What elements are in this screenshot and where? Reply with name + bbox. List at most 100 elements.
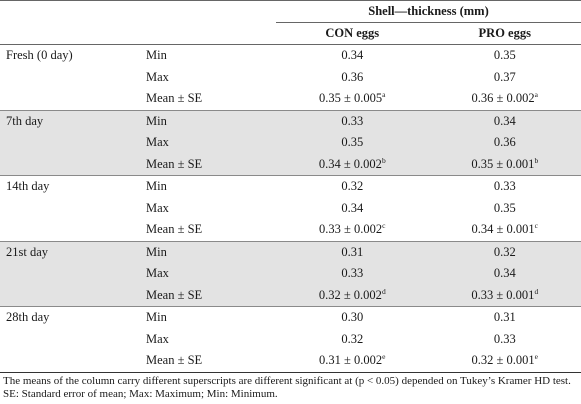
stat-cell: Max bbox=[146, 331, 169, 346]
pro-value: 0.31 bbox=[493, 310, 516, 325]
con-value: 0.33 bbox=[341, 113, 364, 128]
con-superscript: b bbox=[381, 155, 386, 165]
day-cell bbox=[0, 284, 146, 307]
stat-cell: Max bbox=[146, 69, 169, 84]
header-blank-4 bbox=[146, 22, 276, 45]
pro-value-cell: 0.35 bbox=[429, 45, 581, 67]
stat-cell: Min bbox=[146, 241, 276, 263]
pro-value-cell: 0.33 ± 0.001d bbox=[428, 284, 581, 307]
con-value-cell: 0.31 ± 0.002e bbox=[276, 350, 429, 373]
stat-cell: Mean ± SE bbox=[146, 88, 276, 111]
pro-value: 0.33 bbox=[493, 179, 516, 194]
con-value: 0.36 bbox=[341, 69, 364, 84]
stat-cell: Min bbox=[146, 310, 167, 325]
con-value-cell: 0.31 bbox=[276, 241, 429, 263]
stat-cell: Mean ± SE bbox=[146, 284, 276, 307]
table-row: Max 0.33 0.34 bbox=[0, 263, 581, 285]
table-row: Mean ± SE 0.31 ± 0.002e 0.32 ± 0.001e bbox=[0, 350, 581, 373]
shell-thickness-table: Shell—thickness (mm) CON eggs PRO eggs F… bbox=[0, 0, 581, 373]
con-value-cell: 0.33 ± 0.002c bbox=[276, 219, 429, 242]
stat-cell: Min bbox=[146, 48, 167, 63]
table-row: Mean ± SE 0.32 ± 0.002d 0.33 ± 0.001d bbox=[0, 284, 581, 307]
header-blank-1 bbox=[0, 0, 146, 23]
table-row: 28th day Min 0.30 0.31 bbox=[0, 307, 581, 329]
pro-superscript: d bbox=[534, 286, 539, 296]
day-cell bbox=[0, 263, 146, 285]
header-blank-3 bbox=[0, 22, 146, 45]
con-value-cell: 0.32 ± 0.002d bbox=[276, 284, 429, 307]
con-value-cell: 0.34 bbox=[276, 198, 429, 220]
pro-value-cell: 0.35 bbox=[429, 198, 581, 220]
con-superscript: c bbox=[382, 221, 386, 231]
stat-cell: Max bbox=[146, 263, 276, 285]
con-value: 0.31 ± 0.002 bbox=[319, 353, 383, 368]
con-value: 0.32 ± 0.002 bbox=[318, 287, 382, 302]
header-row-1: Shell—thickness (mm) bbox=[0, 0, 581, 23]
con-value: 0.35 bbox=[341, 135, 364, 150]
pro-value-cell: 0.33 bbox=[429, 329, 581, 351]
stat-cell: Mean ± SE bbox=[146, 219, 276, 242]
pro-value-cell: 0.34 ± 0.001c bbox=[428, 219, 581, 242]
table-row: Mean ± SE 0.34 ± 0.002b 0.35 ± 0.001b bbox=[0, 153, 581, 176]
con-value: 0.33 ± 0.002 bbox=[319, 222, 383, 237]
pro-superscript: b bbox=[534, 155, 539, 165]
pro-value: 0.32 bbox=[493, 244, 516, 259]
con-value: 0.34 bbox=[341, 48, 364, 63]
day-cell: Fresh (0 day) bbox=[6, 48, 73, 63]
pro-superscript: a bbox=[534, 90, 538, 100]
table-row: 7th day Min 0.33 0.34 bbox=[0, 110, 581, 132]
table-row: Max 0.32 0.33 bbox=[0, 329, 581, 351]
con-value: 0.32 bbox=[341, 179, 364, 194]
table-row: 14th day Min 0.32 0.33 bbox=[0, 176, 581, 198]
pro-value: 0.36 bbox=[493, 135, 516, 150]
day-cell bbox=[0, 350, 146, 373]
con-value-cell: 0.35 bbox=[276, 132, 429, 154]
stat-cell: Max bbox=[146, 132, 276, 154]
table-row: Mean ± SE 0.33 ± 0.002c 0.34 ± 0.001c bbox=[0, 219, 581, 242]
stat-cell: Min bbox=[146, 179, 167, 194]
header-row-2: CON eggs PRO eggs bbox=[0, 22, 581, 45]
day-cell: 21st day bbox=[0, 241, 146, 263]
pro-value: 0.34 bbox=[493, 266, 516, 281]
con-value-cell: 0.34 bbox=[276, 45, 429, 67]
day-cell bbox=[0, 88, 146, 111]
table-row: Max 0.34 0.35 bbox=[0, 198, 581, 220]
pro-value-cell: 0.36 bbox=[428, 132, 581, 154]
con-value-cell: 0.34 ± 0.002b bbox=[276, 153, 429, 176]
header-pro-eggs: PRO eggs bbox=[428, 22, 581, 45]
con-value-cell: 0.32 bbox=[276, 329, 429, 351]
con-value: 0.35 ± 0.005 bbox=[319, 91, 383, 106]
con-value-cell: 0.36 bbox=[276, 67, 429, 89]
pro-value: 0.33 ± 0.001 bbox=[471, 287, 535, 302]
con-superscript: e bbox=[382, 352, 386, 362]
pro-value: 0.35 ± 0.001 bbox=[471, 156, 535, 171]
header-con-eggs: CON eggs bbox=[276, 22, 429, 45]
header-blank-2 bbox=[146, 0, 276, 23]
pro-superscript: c bbox=[534, 221, 538, 231]
pro-value-cell: 0.32 ± 0.001e bbox=[428, 350, 581, 373]
pro-value: 0.34 ± 0.001 bbox=[471, 222, 535, 237]
pro-value: 0.37 bbox=[493, 69, 516, 84]
table-row: Max 0.36 0.37 bbox=[0, 67, 581, 89]
pro-value-cell: 0.34 bbox=[428, 110, 581, 132]
day-cell: 28th day bbox=[6, 310, 50, 325]
day-cell bbox=[0, 329, 146, 351]
stat-cell: Mean ± SE bbox=[146, 350, 276, 373]
pro-superscript: e bbox=[534, 352, 538, 362]
con-value-cell: 0.33 bbox=[276, 263, 429, 285]
pro-value-cell: 0.31 bbox=[429, 307, 581, 329]
stat-cell: Max bbox=[146, 200, 169, 215]
pro-value: 0.35 bbox=[493, 48, 516, 63]
con-value-cell: 0.30 bbox=[276, 307, 429, 329]
con-value-cell: 0.35 ± 0.005a bbox=[276, 88, 429, 111]
stat-cell: Min bbox=[146, 110, 276, 132]
pro-value-cell: 0.32 bbox=[428, 241, 581, 263]
day-cell bbox=[0, 219, 146, 242]
table-body: Fresh (0 day) Min 0.34 0.35 Max 0.36 0.37 Mean … bbox=[0, 45, 581, 373]
table-row: 21st day Min 0.31 0.32 bbox=[0, 241, 581, 263]
day-cell bbox=[0, 198, 146, 220]
pro-value: 0.34 bbox=[493, 113, 516, 128]
pro-value: 0.36 ± 0.002 bbox=[471, 91, 535, 106]
con-value: 0.34 ± 0.002 bbox=[318, 156, 382, 171]
pro-value-cell: 0.35 ± 0.001b bbox=[428, 153, 581, 176]
